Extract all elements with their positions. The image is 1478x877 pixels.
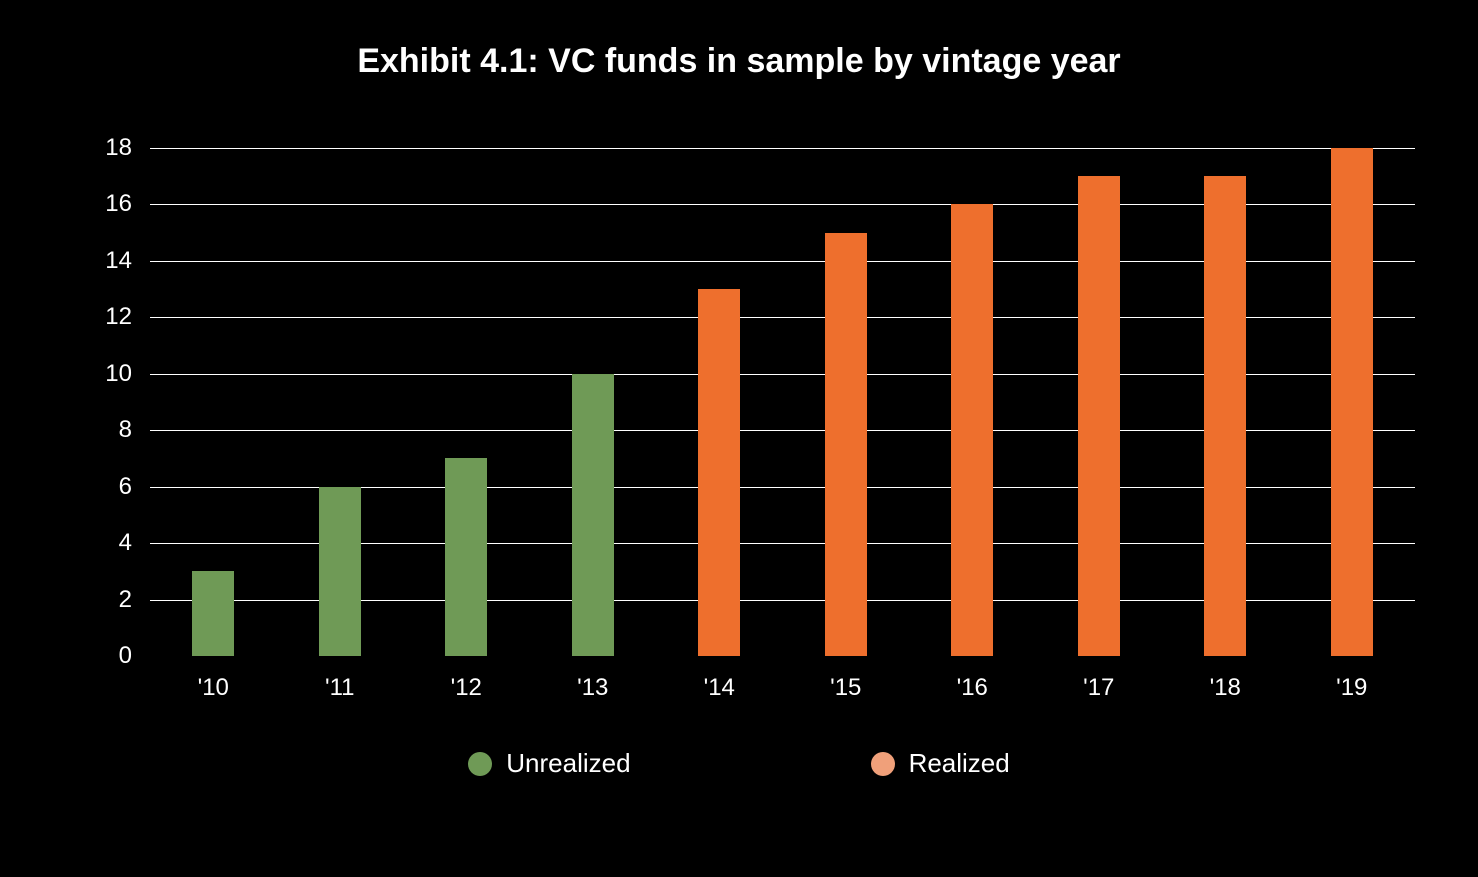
legend-item: Realized [871,748,1010,779]
xtick-label: '17 [1083,656,1114,702]
ytick-label: 12 [105,303,150,331]
xtick-label: '16 [957,656,988,702]
bar [698,289,740,656]
vc-funds-chart: Exhibit 4.1: VC funds in sample by vinta… [0,0,1478,877]
xtick-label: '13 [577,656,608,702]
bar [572,374,614,656]
xtick-label: '18 [1210,656,1241,702]
ytick-label: 8 [119,416,150,444]
legend: Unrealized Realized [0,748,1478,779]
ytick-label: 6 [119,473,150,501]
xtick-label: '15 [830,656,861,702]
ytick-label: 16 [105,190,150,218]
bar [445,458,487,656]
xtick-label: '14 [704,656,735,702]
xtick-label: '11 [325,656,355,702]
legend-item: Unrealized [468,748,630,779]
ytick-label: 0 [119,642,150,670]
ytick-label: 18 [105,134,150,162]
legend-label: Realized [909,748,1010,779]
bar [319,487,361,656]
bar [1204,176,1246,656]
xtick-label: '12 [451,656,482,702]
bar [825,233,867,656]
plot-area: 024681012141618'10'11'12'13'14'15'16'17'… [150,148,1415,656]
bar [192,571,234,656]
legend-label: Unrealized [506,748,630,779]
ytick-label: 14 [105,247,150,275]
gridline [150,148,1415,149]
legend-dot-icon [468,752,492,776]
ytick-label: 4 [119,529,150,557]
ytick-label: 10 [105,360,150,388]
xtick-label: '10 [198,656,229,702]
bar [1331,148,1373,656]
bar [1078,176,1120,656]
legend-dot-icon [871,752,895,776]
bar [951,204,993,656]
chart-title: Exhibit 4.1: VC funds in sample by vinta… [0,42,1478,81]
ytick-label: 2 [119,586,150,614]
xtick-label: '19 [1336,656,1367,702]
